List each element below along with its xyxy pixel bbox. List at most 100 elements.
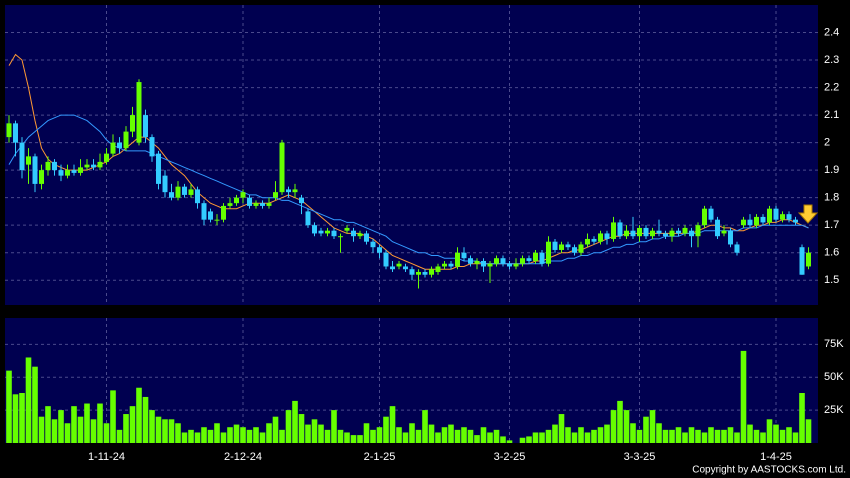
candle-body	[728, 230, 733, 245]
candle-body	[214, 219, 220, 221]
volume-bar	[571, 432, 578, 443]
candle-body	[130, 115, 135, 132]
candle-body	[429, 269, 434, 275]
candle-body	[663, 233, 668, 237]
candle-body	[786, 214, 792, 220]
candle-body	[182, 186, 187, 195]
volume-bar	[337, 429, 344, 443]
volume-bar	[487, 432, 493, 443]
moving-average-line	[8, 53, 809, 270]
candle-body	[767, 208, 772, 223]
candle-body	[448, 263, 454, 267]
candle-body	[507, 263, 512, 267]
candle-body	[318, 230, 324, 234]
volume-bar	[760, 432, 766, 443]
candle-body	[455, 252, 460, 267]
volume-bar	[331, 410, 337, 443]
volume-bar	[747, 424, 753, 443]
volume-bar	[786, 427, 792, 443]
x-tick-label: 2-12-24	[224, 451, 262, 463]
volume-bar	[285, 410, 292, 443]
candle-body	[377, 247, 382, 253]
y-tick-label: 1.6	[824, 247, 839, 259]
candle-body	[715, 219, 720, 237]
volume-bar	[617, 400, 623, 443]
volume-bar	[84, 403, 90, 443]
volume-bar	[194, 432, 201, 443]
volume-bar	[45, 406, 51, 443]
candle-body	[97, 161, 103, 168]
volume-bar	[168, 419, 175, 443]
volume-bar	[584, 432, 591, 443]
candle-body	[734, 244, 740, 253]
volume-bar	[669, 429, 675, 443]
volume-bar	[253, 427, 259, 443]
candle-body	[741, 219, 746, 226]
y-tick-label: 1.8	[824, 192, 839, 204]
volume-bar	[383, 416, 389, 443]
volume-bar	[305, 424, 311, 443]
y-tick-label: 2	[824, 137, 830, 149]
candle-body	[195, 189, 200, 204]
volume-bar	[500, 436, 506, 443]
candle-body	[45, 161, 51, 171]
candle-body	[682, 227, 688, 234]
candle-body	[143, 115, 148, 138]
candle-body	[422, 271, 428, 275]
candle-body	[773, 208, 779, 220]
volume-bar	[441, 427, 448, 443]
candle-body	[221, 205, 226, 220]
candle-body	[110, 142, 116, 154]
candle-body	[338, 236, 343, 238]
volume-bar	[649, 410, 656, 443]
candle-body	[84, 164, 90, 168]
candle-body	[611, 222, 616, 239]
x-tick-label: 1-11-24	[88, 451, 125, 463]
candle-body	[793, 219, 798, 223]
volume-bar	[324, 429, 331, 443]
volume-bar	[181, 432, 188, 443]
volume-bar	[799, 393, 805, 443]
candle-body	[188, 189, 194, 195]
x-tick-label: 1-4-25	[760, 451, 792, 463]
volume-bar	[415, 429, 422, 443]
volume-bar	[103, 423, 110, 443]
candle-body	[435, 266, 441, 272]
volume-bar	[610, 410, 617, 443]
volume-bar	[688, 427, 695, 443]
candle-body	[13, 123, 18, 143]
candle-body	[559, 244, 564, 250]
volume-bar	[708, 427, 714, 443]
x-tick-label: 2-1-25	[364, 451, 396, 463]
price-panel	[5, 5, 818, 305]
candle-body	[149, 137, 155, 157]
volume-bar	[318, 424, 324, 443]
volume-bar	[188, 429, 194, 443]
volume-bar	[155, 416, 162, 443]
candle-body	[156, 153, 161, 184]
volume-bar	[71, 406, 77, 443]
volume-bar	[233, 424, 240, 443]
marker-arrow	[797, 204, 819, 224]
candle-body	[136, 82, 142, 143]
volume-bar	[344, 432, 350, 443]
volume-bar	[389, 406, 396, 443]
volume-bar	[149, 410, 155, 443]
candle-body	[65, 170, 70, 176]
volume-bar	[32, 366, 38, 443]
candle-body	[780, 214, 785, 220]
candle-body	[546, 241, 551, 264]
candle-body	[676, 230, 681, 234]
volume-bar	[636, 429, 643, 443]
volume-bar	[246, 429, 253, 443]
candle-body	[598, 233, 603, 242]
candle-body	[396, 263, 402, 267]
volume-bar	[201, 427, 207, 443]
volume-bar	[558, 414, 565, 443]
volume-bar	[64, 423, 71, 443]
volume-bar	[552, 424, 558, 443]
volume-bar	[12, 394, 19, 443]
volume-bar	[539, 432, 545, 443]
volume-bar	[19, 393, 25, 443]
volume-bar	[545, 429, 552, 443]
